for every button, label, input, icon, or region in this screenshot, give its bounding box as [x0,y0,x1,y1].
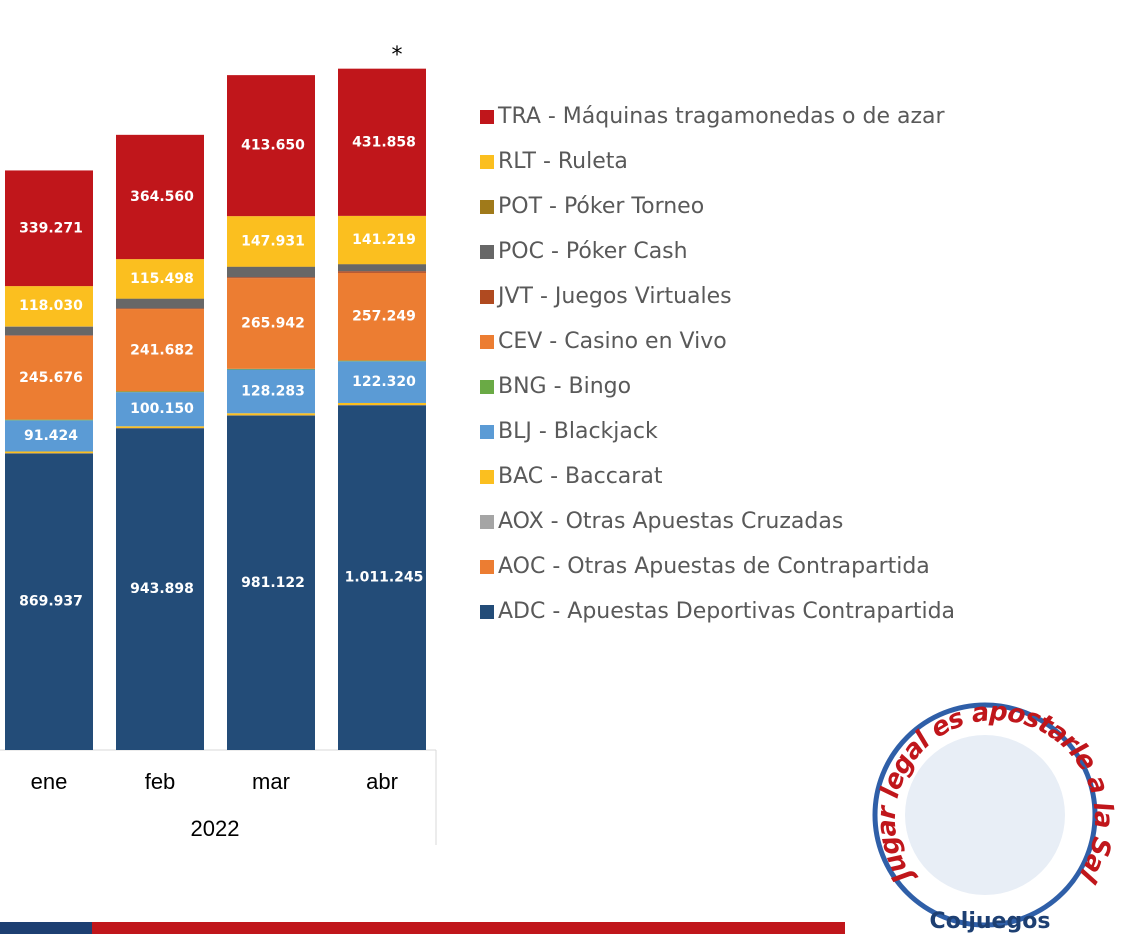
legend-swatch [480,560,494,574]
legend-label: BAC - Baccarat [498,464,663,489]
data-label: 1.011.245 [345,570,424,586]
legend-label: JVT - Juegos Virtuales [496,284,732,309]
data-label: 245.676 [19,370,83,386]
legend-swatch [480,290,494,304]
bar-segment [5,335,93,420]
data-label: 91.424 [24,428,78,444]
legend-label: BNG - Bingo [498,374,631,399]
legend-swatch [480,110,494,124]
bar-segment [338,361,426,403]
data-label: 100.150 [130,401,194,417]
legend-swatch [480,155,494,169]
legend-swatch [480,245,494,259]
legend-swatch [480,470,494,484]
bar-segment [227,75,315,217]
bar-segment [116,428,204,750]
bar-segment [116,391,204,393]
bar-segment [338,272,426,361]
data-label: 147.931 [241,233,305,249]
x-tick-label: mar [252,769,290,794]
data-label: 869.937 [19,594,83,610]
bar-segment [5,451,93,454]
bar-segment [338,271,426,273]
bar-segment [338,402,426,406]
legend-swatch [480,380,494,394]
bar-segment [227,413,315,416]
legend-label: BLJ - Blackjack [498,419,658,444]
bar-segment [116,309,204,392]
bar-segment [227,278,315,369]
bar-segment [5,335,93,336]
data-label: 241.682 [130,342,194,358]
x-tick-label: ene [31,769,68,794]
bar-segment [116,392,204,427]
bar-segment [116,426,204,428]
legend-label: ADC - Apuestas Deportivas Contrapartida [498,599,955,624]
bar-segment [116,308,204,310]
data-label: 115.498 [130,271,194,287]
data-label: 981.122 [241,575,305,591]
data-label: 413.650 [241,138,305,154]
legend-label: POT - Póker Torneo [498,194,704,219]
bar-segment [338,360,426,362]
bar-segment [5,453,93,750]
bar-segment [5,170,93,287]
data-label: 128.283 [241,383,305,399]
legend-swatch [480,515,494,529]
bar-segment [338,68,426,216]
bar-segment [338,215,426,265]
legend-label: TRA - Máquinas tragamonedas o de azar [497,104,945,129]
data-label: 257.249 [352,309,416,325]
footer-bar-red [92,922,845,934]
legend-label: AOC - Otras Apuestas de Contrapartida [498,554,930,579]
logo-brand: Coljuegos [930,909,1051,934]
data-label: 943.898 [130,581,194,597]
bar-segment [5,286,93,327]
x-tick-label: abr [366,769,398,794]
legend-label: CEV - Casino en Vivo [498,329,727,354]
legend-label: AOX - Otras Apuestas Cruzadas [498,509,843,534]
data-label: 265.942 [241,315,305,331]
footer-bar-blue [0,922,92,934]
bar-segment [116,259,204,299]
bar-segment [227,277,315,279]
legend-label: POC - Póker Cash [498,239,688,264]
legend-label: RLT - Ruleta [498,149,628,174]
data-label: 118.030 [19,298,83,314]
data-label: 339.271 [19,220,83,236]
bar-segment [227,266,315,278]
legend-swatch [480,200,494,214]
data-label: 364.560 [130,189,194,205]
bar-segment [5,419,93,421]
bar-segment [338,405,426,750]
data-label: 141.219 [352,232,416,248]
bar-segment [227,415,315,750]
data-label: 122.320 [352,374,416,390]
bar-segment [116,134,204,260]
legend-swatch [480,335,494,349]
bar-segment [116,298,204,309]
annotation: * [392,43,403,68]
bar-segment [5,326,93,336]
bar-segment [338,264,426,272]
bar-segment [227,216,315,267]
bar-segment [227,368,315,370]
legend-swatch [480,605,494,619]
bar-segment [227,369,315,414]
legend-swatch [480,425,494,439]
bar-segment [5,420,93,452]
x-group-label: 2022 [191,816,240,841]
data-label: 431.858 [352,134,416,150]
logo-center [905,735,1065,895]
x-tick-label: feb [145,769,176,794]
